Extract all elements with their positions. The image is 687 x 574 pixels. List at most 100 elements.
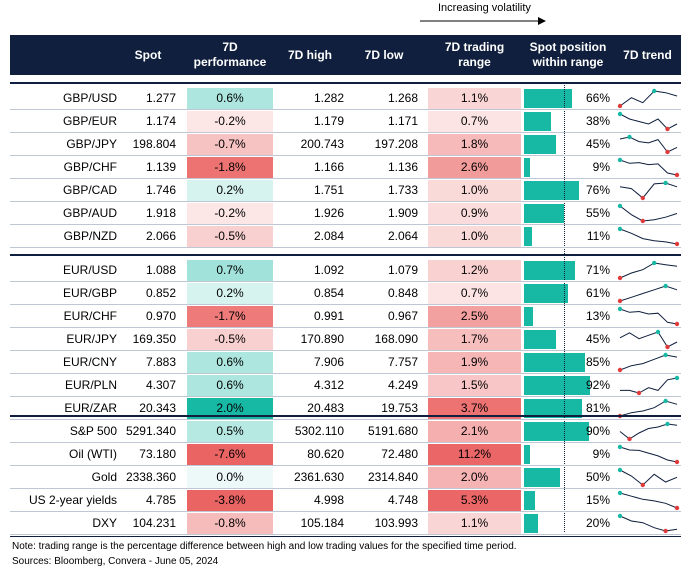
table-row: Gold 2338.360 2361.630 2314.840 0.0% 2.0% 50% — [10, 466, 681, 489]
table-row: EUR/PLN 4.307 4.312 4.249 0.6% 1.5% 92% — [10, 374, 681, 397]
performance-fill — [187, 467, 273, 488]
footnote: Note: trading range is the percentage di… — [12, 541, 517, 552]
spot-position-cell: 45% — [524, 133, 614, 156]
trend-high-dot — [663, 398, 668, 404]
high-value: 1.282 — [313, 91, 344, 105]
row-name: GBP/CAD — [62, 183, 117, 197]
spot-value: 169.350 — [132, 332, 176, 346]
row-name: EUR/ZAR — [64, 401, 117, 415]
trading-range-fill — [428, 352, 521, 373]
trading-range-value: 1.1% — [460, 91, 489, 105]
performance-value: -0.2% — [214, 206, 246, 220]
trading-range-fill — [428, 226, 521, 247]
performance-fill — [187, 260, 273, 281]
performance-fill — [187, 421, 273, 442]
high-value: 1.166 — [313, 160, 344, 174]
trend-high-dot — [652, 88, 657, 94]
spot-position-bar — [524, 261, 576, 280]
trading-range-fill — [428, 111, 521, 132]
trading-range-value: 1.2% — [460, 263, 489, 277]
table-header: Spot 7D performance 7D high 7D low 7D tr… — [10, 35, 681, 75]
high-value: 80.620 — [307, 447, 344, 461]
trend-line — [619, 228, 678, 245]
spot-position-cell: 76% — [524, 179, 614, 202]
trading-range-value: 1.0% — [460, 183, 489, 197]
performance-value: 0.2% — [216, 183, 244, 197]
trend-sparkline — [617, 352, 678, 373]
trading-range-fill — [428, 88, 521, 109]
table-row: GBP/NZD 2.066 2.084 2.064 -0.5% 1.0% 11% — [10, 225, 681, 248]
spot-position-value: 76% — [585, 183, 610, 197]
trend-low-dot — [674, 172, 680, 178]
table-row: GBP/CAD 1.746 1.751 1.733 0.2% 1.0% 76% — [10, 179, 681, 202]
trend-sparkline — [617, 226, 680, 247]
performance-fill — [187, 226, 273, 247]
trend-cell — [614, 259, 681, 282]
table-row: GBP/CHF 1.139 1.166 1.136 -1.8% 2.6% 9% — [10, 156, 681, 179]
spot-position-cell: 55% — [524, 202, 614, 225]
performance-fill — [187, 375, 273, 396]
row-gridline — [10, 534, 681, 535]
trading-range-fill — [428, 260, 521, 281]
spot-position-cell: 9% — [524, 443, 614, 466]
row-gridline — [10, 511, 681, 512]
trading-range-fill — [428, 421, 521, 442]
row-gridline — [10, 178, 681, 179]
header-low: 7D low — [364, 47, 404, 62]
spot-position-cell: 90% — [524, 420, 614, 443]
trend-low-dot — [640, 482, 645, 488]
spot-position-cell: 85% — [524, 351, 614, 374]
trend-sparkline — [617, 283, 678, 304]
row-name: GBP/CHF — [63, 160, 117, 174]
spot-position-cell: 15% — [524, 489, 614, 512]
spot-position-bar — [524, 491, 535, 510]
trend-line — [619, 492, 678, 509]
low-value: 72.480 — [381, 447, 418, 461]
trend-high-dot — [617, 306, 623, 312]
performance-value: -1.7% — [214, 309, 246, 323]
trading-range-value: 2.6% — [460, 160, 489, 174]
low-value: 1.171 — [387, 114, 418, 128]
header-spot-position: Spot position within range — [529, 40, 607, 69]
trend-sparkline — [617, 88, 678, 109]
row-gridline — [10, 488, 681, 489]
trend-low-dot — [663, 528, 668, 534]
low-value: 5191.680 — [367, 424, 418, 438]
row-gridline — [10, 109, 681, 110]
header-high: 7D high — [288, 47, 332, 62]
spot-value: 7.883 — [145, 355, 176, 369]
trend-sparkline — [619, 134, 678, 155]
trading-range-value: 1.8% — [460, 137, 489, 151]
trend-line — [619, 515, 678, 532]
spot-position-cell: 38% — [524, 110, 614, 133]
trading-range-value: 1.0% — [460, 229, 489, 243]
high-value: 20.483 — [307, 401, 344, 415]
row-name: EUR/CHF — [63, 309, 117, 323]
spot-position-cell: 13% — [524, 305, 614, 328]
trend-high-dot — [617, 226, 623, 232]
high-value: 5302.110 — [294, 424, 344, 438]
spot-position-value: 55% — [585, 206, 610, 220]
trading-range-fill — [428, 467, 521, 488]
high-value: 4.998 — [313, 493, 344, 507]
trend-high-dot — [627, 134, 632, 140]
row-name: Oil (WTI) — [69, 447, 117, 461]
low-value: 1.136 — [387, 160, 418, 174]
trend-sparkline — [617, 513, 678, 534]
low-value: 7.757 — [387, 355, 418, 369]
high-value: 105.184 — [300, 516, 344, 530]
spot-position-cell: 50% — [524, 466, 614, 489]
spot-position-value: 9% — [592, 447, 610, 461]
spot-position-value: 38% — [585, 114, 610, 128]
spot-position-value: 45% — [585, 137, 610, 151]
performance-fill — [187, 180, 273, 201]
trading-range-value: 0.7% — [460, 114, 489, 128]
trend-low-dot — [674, 505, 680, 511]
spot-position-value: 66% — [585, 91, 610, 105]
trend-high-dot — [663, 283, 668, 289]
trend-sparkline — [617, 157, 680, 178]
trend-line — [619, 331, 678, 348]
high-value: 1.179 — [313, 114, 344, 128]
spot-position-cell: 61% — [524, 282, 614, 305]
trend-high-dot — [617, 444, 623, 450]
